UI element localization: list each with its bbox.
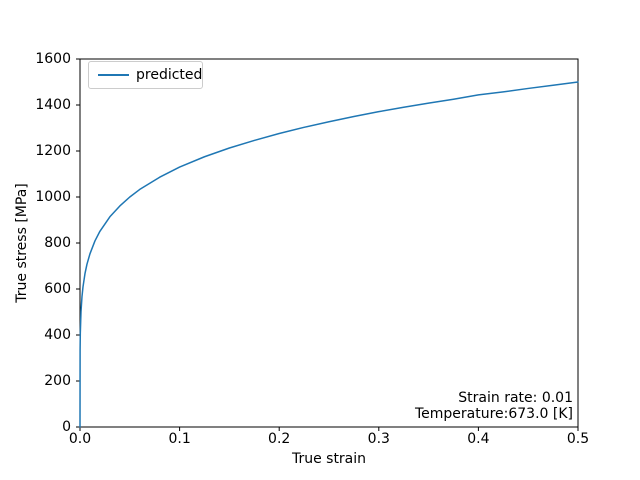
x-tick-label: 0.3 [367, 431, 390, 447]
legend: predicted [88, 61, 203, 89]
y-tick-label: 800 [44, 235, 71, 251]
axes-frame [79, 58, 579, 428]
legend-label: predicted [136, 67, 203, 83]
y-tick-label: 0 [62, 419, 71, 435]
series-predicted-line [79, 81, 579, 428]
x-tick-label: 0.2 [268, 431, 291, 447]
y-tick-label: 1000 [35, 189, 71, 205]
x-tick-label: 0.0 [68, 431, 92, 447]
y-tick-label: 600 [44, 281, 71, 297]
x-tick-label: 0.1 [168, 431, 191, 447]
x-tick-label: 0.5 [566, 431, 590, 447]
y-tick-label: 400 [44, 327, 71, 343]
y-tick-label: 1400 [35, 97, 71, 113]
y-tick-label: 200 [44, 373, 71, 389]
legend-line-swatch [98, 74, 129, 76]
y-tick-label: 1200 [35, 143, 71, 159]
annotation-block: Strain rate: 0.01 Temperature:673.0 [K] [415, 390, 573, 422]
x-axis-label: True strain [291, 451, 367, 467]
x-tick-label: 0.4 [467, 431, 490, 447]
annotation-strain-rate: Strain rate: 0.01 [458, 390, 573, 406]
annotation-temperature: Temperature:673.0 [K] [414, 406, 573, 422]
y-tick-label: 1600 [35, 51, 71, 67]
